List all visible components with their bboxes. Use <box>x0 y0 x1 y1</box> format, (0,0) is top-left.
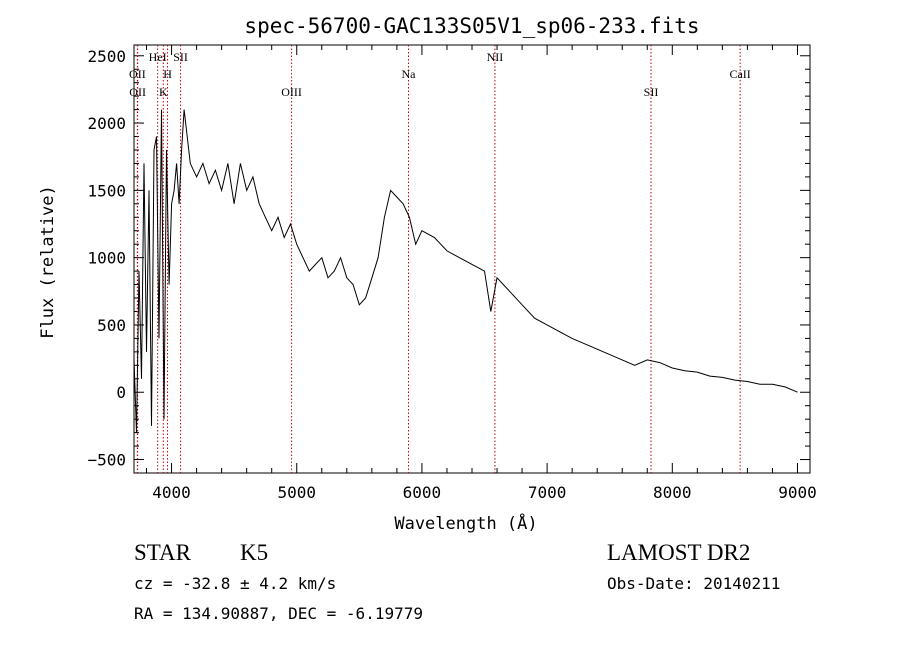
y-tick-label: 0 <box>116 383 126 402</box>
x-tick-label: 9000 <box>778 483 817 502</box>
x-tick-label: 5000 <box>277 483 316 502</box>
spectral-line-label: CaII <box>729 67 750 81</box>
chart-title: spec-56700-GAC133S05V1_sp06-233.fits <box>244 14 699 38</box>
spectral-line-label: K <box>159 85 168 99</box>
spectral-line-label: NII <box>487 50 504 64</box>
obs-date: Obs-Date: 20140211 <box>607 574 781 593</box>
x-tick-label: 8000 <box>653 483 692 502</box>
spectral-line-label: Na <box>402 67 417 81</box>
y-tick-label: 1500 <box>87 181 126 200</box>
x-tick-label: 4000 <box>152 483 191 502</box>
x-tick-label: 6000 <box>403 483 442 502</box>
spectral-line-label: HeI <box>149 50 167 64</box>
y-tick-label: 1000 <box>87 249 126 268</box>
object-class: STAR <box>134 540 191 565</box>
spectral-line-label: SII <box>644 85 659 99</box>
redshift-text: cz = -32.8 ± 4.2 km/s <box>134 574 337 593</box>
spectral-line-label: OIII <box>281 85 302 99</box>
y-tick-label: 500 <box>97 316 126 335</box>
y-tick-label: 2500 <box>87 47 126 66</box>
y-tick-label: −500 <box>87 451 126 470</box>
x-tick-label: 7000 <box>528 483 567 502</box>
spectral-line-label: SII <box>173 50 188 64</box>
spectral-line-label: OII <box>129 85 146 99</box>
spectral-line-label: H <box>163 67 172 81</box>
plot-frame <box>133 44 811 474</box>
survey-name: LAMOST DR2 <box>607 540 751 565</box>
y-tick-label: 2000 <box>87 114 126 133</box>
object-subclass: K5 <box>240 540 269 565</box>
coordinates-text: RA = 134.90887, DEC = -6.19779 <box>134 604 423 623</box>
y-axis-label: Flux (relative) <box>38 185 58 339</box>
x-axis-label: Wavelength (Å) <box>394 512 537 534</box>
spectrum-line <box>133 109 798 433</box>
plot-area: 4000 5000 6000 7000 8000 9000 −500 0 500 1000 1500… <box>87 44 817 502</box>
